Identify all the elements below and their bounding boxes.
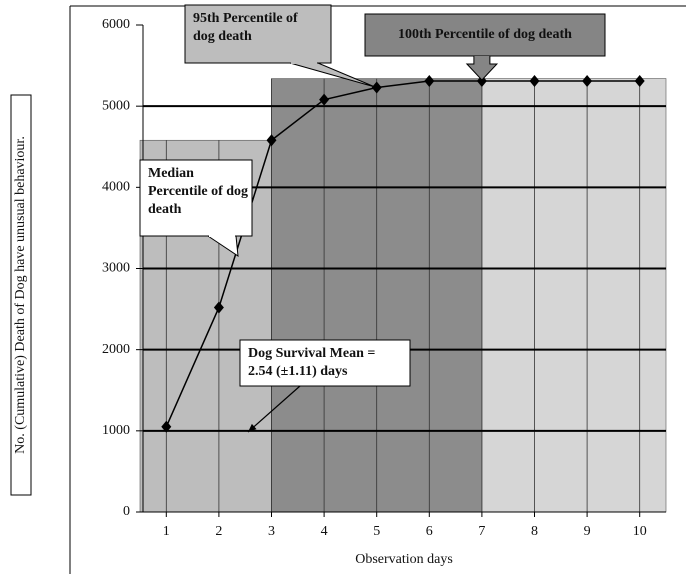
- marker: [582, 75, 593, 88]
- plot: 1 2 3 4 5 6 7 8 9 10 0 1000 2000 3000 4000 5000 6000 95th…: [102, 4, 667, 539]
- x-tick-label: 1: [163, 524, 170, 539]
- annotation-text: Dog Survival Mean =: [248, 346, 375, 361]
- annotation-text: dog death: [193, 29, 252, 44]
- marker: [161, 420, 172, 433]
- annotation-text: death: [148, 202, 182, 217]
- y-tick-label: 1000: [102, 423, 130, 438]
- y-tick-label: 5000: [102, 98, 130, 113]
- callout-line: [247, 385, 301, 433]
- annotation-text: 2.54 (±1.11) days: [248, 364, 348, 379]
- x-tick-label: 8: [531, 524, 538, 539]
- annotation-text: 100th Percentile of dog death: [398, 27, 572, 42]
- y-tick-label: 4000: [102, 180, 130, 195]
- marker: [529, 75, 540, 88]
- x-tick-label: 3: [268, 524, 275, 539]
- callout-arrow: [465, 56, 499, 81]
- marker: [266, 134, 277, 147]
- callout-box: [184, 4, 332, 64]
- callout-box: [139, 159, 253, 237]
- annotation-text: Percentile of dog: [148, 184, 248, 199]
- y-tick-label: 2000: [102, 342, 130, 357]
- callout-box: [239, 339, 411, 387]
- x-axis-label: Observation days: [355, 552, 453, 567]
- y-axis-label: No. (Cumulative) Death of Dog have unusu…: [13, 136, 28, 454]
- callout-box: [364, 13, 606, 57]
- x-tick-label: 9: [584, 524, 591, 539]
- marker: [634, 75, 645, 88]
- x-tick-label: 7: [478, 524, 485, 539]
- marker: [371, 81, 382, 94]
- y-tick-label: 3000: [102, 261, 130, 276]
- x-tick-label: 2: [215, 524, 222, 539]
- region: [481, 78, 667, 513]
- marker: [424, 75, 435, 88]
- x-tick-label: 6: [426, 524, 433, 539]
- y-label-box: [10, 94, 32, 496]
- x-tick-label: 5: [373, 524, 380, 539]
- x-tick-label: 4: [321, 524, 328, 539]
- y-tick-label: 6000: [102, 17, 130, 32]
- marker: [213, 301, 224, 314]
- marker: [319, 93, 330, 106]
- x-tick-label: 10: [633, 524, 647, 539]
- callout-arrowhead: [248, 423, 257, 432]
- annotation-text: Median: [148, 166, 194, 181]
- annotation-text: 95th Percentile of: [193, 11, 298, 26]
- y-tick-label: 0: [123, 504, 130, 519]
